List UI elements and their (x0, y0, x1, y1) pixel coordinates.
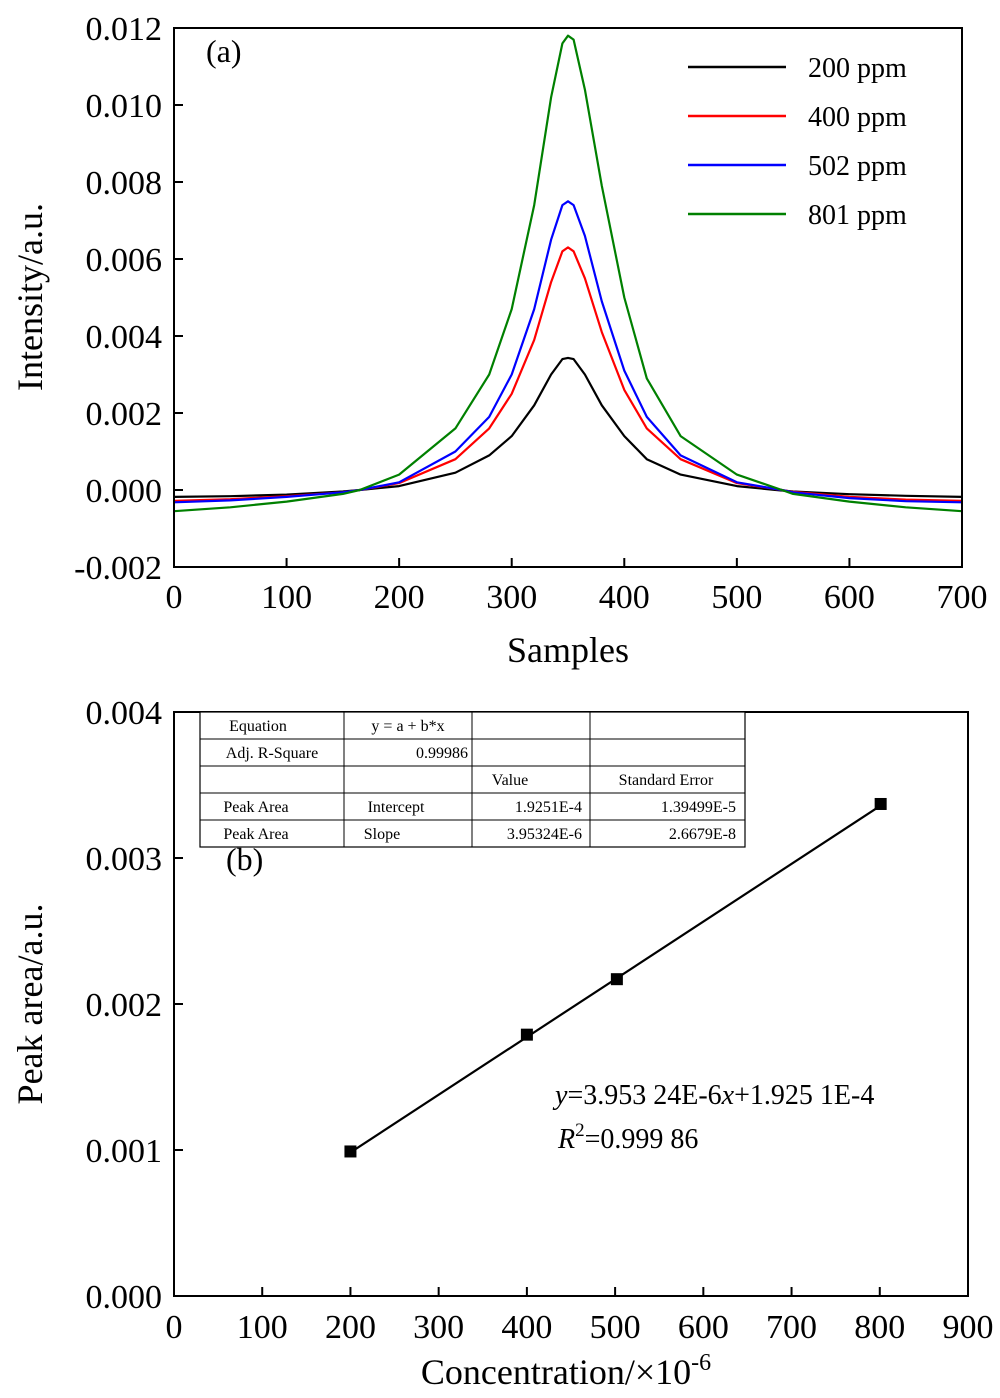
regression-equation: y=3.953 24E-6x+1.925 1E-4 (552, 1080, 874, 1111)
chart-a-x-tick-label: 500 (711, 579, 762, 616)
chart-a-x-tick-label: 700 (937, 579, 988, 616)
chart-a-x-tick-label: 0 (166, 579, 183, 616)
chart-a-legend: 200 ppm 400 ppm 502 ppm 801 ppm (688, 53, 907, 231)
chart-a-x-label: Samples (507, 630, 629, 670)
fit-table-cell: Equation (229, 718, 287, 735)
chart-b-x-tick-label: 0 (166, 1309, 183, 1346)
chart-a-x-tick-label: 400 (599, 579, 650, 616)
chart-a-plot-frame (173, 27, 963, 568)
chart-b-y-label: Peak area/a.u. (10, 904, 50, 1105)
chart-b-x-tick-label: 300 (413, 1309, 464, 1346)
equation-slope-text: =3.953 24E-6 (567, 1080, 721, 1111)
r-squared-label: R2=0.999 86 (557, 1120, 698, 1155)
series-line-4 (173, 34, 963, 513)
r-squared-var: R (557, 1124, 575, 1155)
legend-label-4: 801 ppm (808, 200, 907, 231)
chart-a-y-tick-label: 0.012 (86, 11, 163, 48)
chart-b-marks (344, 797, 887, 1158)
chart-a-x-axis: 0 100 200 300 400 500 600 700 (166, 558, 988, 616)
chart-a-y-tick-label: 0.004 (86, 319, 163, 356)
fit-table-cell: Intercept (368, 799, 425, 816)
chart-a-y-tick-label: 0.000 (86, 473, 163, 510)
chart-b-x-tick-label: 700 (766, 1309, 817, 1346)
data-point-3 (610, 973, 623, 986)
chart-a: 0 100 200 300 400 500 600 700 -0.002 0.000 0.002 0… (10, 11, 988, 670)
chart-a-y-tick-label: 0.002 (86, 396, 163, 433)
chart-b: 0 100 200 300 400 500 600 700 800 900 0.0000.0010… (10, 695, 994, 1392)
chart-b-y-axis: 0.000 0.001 0.002 0.003 0.004 (86, 695, 183, 1316)
chart-b-x-tick-label: 600 (678, 1309, 729, 1346)
r-squared-sup: 2 (575, 1120, 585, 1141)
fit-results-table: Equation y = a + b*x Adj. R-Square 0.99986 V… (199, 711, 746, 848)
chart-a-x-tick-label: 600 (824, 579, 875, 616)
chart-a-y-tick-label: 0.006 (86, 242, 163, 279)
chart-b-x-tick-label: 500 (590, 1309, 641, 1346)
fit-table-cell: Peak Area (223, 826, 288, 843)
fit-table-cell: Standard Error (619, 772, 714, 789)
fit-table-cell: 1.9251E-4 (515, 799, 582, 816)
chart-a-lines (173, 34, 963, 513)
chart-b-x-axis: 0 100 200 300 400 500 600 700 800 900 (166, 1287, 994, 1346)
chart-b-y-tick-label: 0.003 (86, 841, 163, 878)
chart-b-y-tick-label: 0.002 (86, 987, 163, 1024)
legend-label-2: 400 ppm (808, 102, 907, 133)
chart-b-x-tick-label: 100 (237, 1309, 288, 1346)
chart-a-y-axis: -0.002 0.000 0.002 0.004 0.006 0.008 0.010 0.01… (74, 11, 183, 587)
chart-a-x-tick-label: 100 (261, 579, 312, 616)
equation-x-var: x (721, 1080, 735, 1111)
legend-label-1: 200 ppm (808, 53, 907, 84)
chart-a-y-tick-label: -0.002 (74, 550, 162, 587)
chart-a-y-tick-label: 0.008 (86, 165, 163, 202)
chart-a-panel-label: (a) (206, 33, 242, 69)
fit-table-cell: Adj. R-Square (226, 745, 318, 762)
chart-a-x-tick-label: 200 (374, 579, 425, 616)
fit-table-cell: Slope (364, 826, 400, 843)
chart-a-y-label: Intensity/a.u. (10, 203, 50, 391)
chart-a-y-tick-label: 0.010 (86, 88, 163, 125)
chart-b-y-tick-label: 0.001 (86, 1133, 163, 1170)
r-squared-value: =0.999 86 (585, 1124, 699, 1155)
chart-b-x-tick-label: 200 (325, 1309, 376, 1346)
fit-table-cell: 2.6679E-8 (669, 826, 736, 843)
chart-b-x-label-sup: -6 (691, 1350, 711, 1376)
data-point-2 (520, 1028, 533, 1041)
fit-table-cell: 3.95324E-6 (507, 826, 582, 843)
fit-table-cell: 1.39499E-5 (661, 799, 736, 816)
chart-b-x-tick-label: 400 (501, 1309, 552, 1346)
fit-table-cell: 0.99986 (416, 745, 468, 762)
chart-b-x-label: Concentration/×10-6 (421, 1350, 711, 1392)
equation-y-var: y (552, 1080, 568, 1111)
chart-b-y-tick-label: 0.004 (86, 695, 163, 732)
series-line-2 (173, 246, 963, 502)
chart-b-x-tick-label: 800 (854, 1309, 905, 1346)
chart-a-x-tick-label: 300 (486, 579, 537, 616)
chart-b-x-label-main: Concentration/×10 (421, 1352, 691, 1392)
data-point-1 (344, 1145, 357, 1158)
chart-b-x-tick-label: 900 (943, 1309, 994, 1346)
series-line-1 (173, 356, 963, 498)
fit-table-cell: Peak Area (223, 799, 288, 816)
chart-b-y-tick-label: 0.000 (86, 1279, 163, 1316)
data-point-4 (874, 797, 887, 810)
legend-label-3: 502 ppm (808, 151, 907, 182)
equation-intercept-text: +1.925 1E-4 (734, 1080, 874, 1111)
fit-table-cell: y = a + b*x (371, 718, 444, 735)
fit-table-cell: Value (492, 772, 528, 789)
